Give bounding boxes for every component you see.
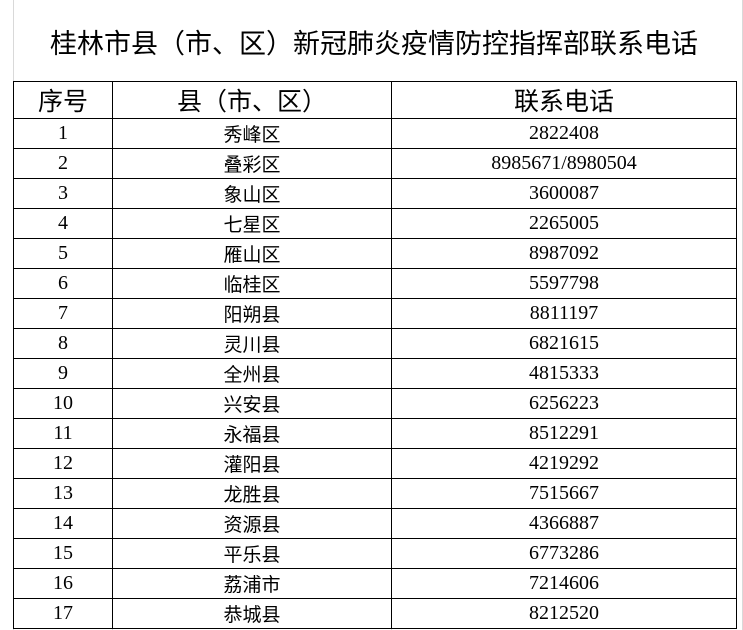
cell-no[interactable]: 5 bbox=[13, 238, 113, 269]
cell-no[interactable]: 15 bbox=[13, 538, 113, 569]
cell-phone[interactable]: 2822408 bbox=[391, 118, 737, 149]
page-title: 桂林市县（市、区）新冠肺炎疫情防控指挥部联系电话 bbox=[50, 29, 698, 60]
cell-no[interactable]: 1 bbox=[13, 118, 113, 149]
cell-county[interactable]: 阳朔县 bbox=[112, 298, 392, 329]
table-row: 14 资源县 4366887 bbox=[13, 508, 737, 539]
table-row: 15 平乐县 6773286 bbox=[13, 538, 737, 569]
cell-phone[interactable]: 6773286 bbox=[391, 538, 737, 569]
table-row: 5 雁山区 8987092 bbox=[13, 238, 737, 269]
cell-county[interactable]: 永福县 bbox=[112, 418, 392, 449]
cell-phone[interactable]: 8512291 bbox=[391, 418, 737, 449]
table-header-row: 序号 县（市、区） 联系电话 bbox=[13, 81, 737, 119]
header-county: 县（市、区） bbox=[112, 81, 392, 119]
cell-county[interactable]: 灌阳县 bbox=[112, 448, 392, 479]
table-row: 9 全州县 4815333 bbox=[13, 358, 737, 389]
cell-county[interactable]: 荔浦市 bbox=[112, 568, 392, 599]
cell-phone[interactable]: 4815333 bbox=[391, 358, 737, 389]
cell-phone[interactable]: 5597798 bbox=[391, 268, 737, 299]
cell-phone[interactable]: 2265005 bbox=[391, 208, 737, 239]
table-row: 1 秀峰区 2822408 bbox=[13, 118, 737, 149]
cell-no[interactable]: 2 bbox=[13, 148, 113, 179]
cell-county[interactable]: 资源县 bbox=[112, 508, 392, 539]
cell-no[interactable]: 14 bbox=[13, 508, 113, 539]
cell-county[interactable]: 七星区 bbox=[112, 208, 392, 239]
table-row: 17 恭城县 8212520 bbox=[13, 598, 737, 629]
cell-no[interactable]: 4 bbox=[13, 208, 113, 239]
table-row: 7 阳朔县 8811197 bbox=[13, 298, 737, 329]
cell-county[interactable]: 兴安县 bbox=[112, 388, 392, 419]
cell-phone[interactable]: 4366887 bbox=[391, 508, 737, 539]
cell-no[interactable]: 6 bbox=[13, 268, 113, 299]
cell-phone[interactable]: 3600087 bbox=[391, 178, 737, 209]
cell-phone[interactable]: 8985671/8980504 bbox=[391, 148, 737, 179]
cell-phone[interactable]: 7515667 bbox=[391, 478, 737, 509]
table-row: 13 龙胜县 7515667 bbox=[13, 478, 737, 509]
header-no: 序号 bbox=[13, 81, 113, 119]
table-row: 4 七星区 2265005 bbox=[13, 208, 737, 239]
cell-no[interactable]: 8 bbox=[13, 328, 113, 359]
table-row: 10 兴安县 6256223 bbox=[13, 388, 737, 419]
cell-no[interactable]: 16 bbox=[13, 568, 113, 599]
table-row: 12 灌阳县 4219292 bbox=[13, 448, 737, 479]
cell-county[interactable]: 灵川县 bbox=[112, 328, 392, 359]
cell-phone[interactable]: 7214606 bbox=[391, 568, 737, 599]
table-row: 2 叠彩区 8985671/8980504 bbox=[13, 148, 737, 179]
cell-county[interactable]: 临桂区 bbox=[112, 268, 392, 299]
table-row: 6 临桂区 5597798 bbox=[13, 268, 737, 299]
table-row: 8 灵川县 6821615 bbox=[13, 328, 737, 359]
table-row: 11 永福县 8512291 bbox=[13, 418, 737, 449]
cell-county[interactable]: 龙胜县 bbox=[112, 478, 392, 509]
cell-county[interactable]: 平乐县 bbox=[112, 538, 392, 569]
contact-table: 序号 县（市、区） 联系电话 1 秀峰区 2822408 2 叠彩区 8985671/89… bbox=[13, 81, 737, 629]
cell-no[interactable]: 11 bbox=[13, 418, 113, 449]
cell-no[interactable]: 17 bbox=[13, 598, 113, 629]
cell-county[interactable]: 秀峰区 bbox=[112, 118, 392, 149]
table-row: 16 荔浦市 7214606 bbox=[13, 568, 737, 599]
cell-no[interactable]: 3 bbox=[13, 178, 113, 209]
cell-no[interactable]: 12 bbox=[13, 448, 113, 479]
cell-county[interactable]: 恭城县 bbox=[112, 598, 392, 629]
cell-phone[interactable]: 8811197 bbox=[391, 298, 737, 329]
cell-county[interactable]: 雁山区 bbox=[112, 238, 392, 269]
cell-no[interactable]: 7 bbox=[13, 298, 113, 329]
cell-no[interactable]: 9 bbox=[13, 358, 113, 389]
cell-phone[interactable]: 8212520 bbox=[391, 598, 737, 629]
cell-phone[interactable]: 4219292 bbox=[391, 448, 737, 479]
cell-phone[interactable]: 6821615 bbox=[391, 328, 737, 359]
cell-phone[interactable]: 8987092 bbox=[391, 238, 737, 269]
cell-no[interactable]: 10 bbox=[13, 388, 113, 419]
cell-phone[interactable]: 6256223 bbox=[391, 388, 737, 419]
cell-county[interactable]: 全州县 bbox=[112, 358, 392, 389]
cell-county[interactable]: 象山区 bbox=[112, 178, 392, 209]
cell-no[interactable]: 13 bbox=[13, 478, 113, 509]
cell-county[interactable]: 叠彩区 bbox=[112, 148, 392, 179]
header-phone: 联系电话 bbox=[391, 81, 737, 119]
table-row: 3 象山区 3600087 bbox=[13, 178, 737, 209]
